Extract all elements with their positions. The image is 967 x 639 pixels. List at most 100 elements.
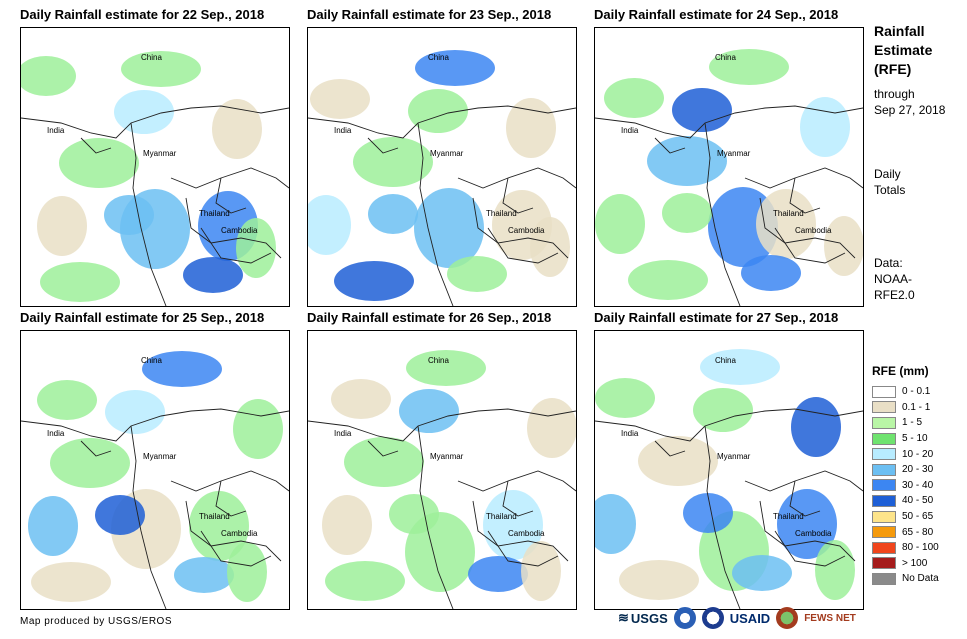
rainfall-area: [468, 556, 528, 592]
country-border: [487, 530, 559, 567]
source-line-1: NOAA-: [874, 272, 913, 286]
country-label-thailand: Thailand: [199, 512, 230, 521]
panel-title: Daily Rainfall estimate for 25 Sep., 201…: [20, 310, 265, 325]
through-label: through: [874, 87, 915, 101]
rainfall-area: [389, 494, 439, 534]
rainfall-area: [310, 79, 370, 119]
country-border: [457, 167, 576, 189]
country-label-myanmar: Myanmar: [430, 149, 464, 158]
legend-label: 30 - 40: [902, 479, 934, 491]
country-border: [215, 480, 247, 517]
legend-swatch: [872, 510, 896, 523]
legend-rows: 0 - 0.1 0.1 - 1 1 - 5 5 - 10 10 - 20 20 - 30 3…: [872, 384, 939, 587]
usaid-logo: USAID: [730, 611, 770, 626]
panel-title: Daily Rainfall estimate for 23 Sep., 201…: [307, 7, 552, 22]
legend-item: 50 - 65: [872, 509, 939, 525]
sidebar-title-line: Rainfall: [874, 23, 925, 39]
country-label-india: India: [621, 126, 639, 135]
country-border: [200, 530, 272, 567]
legend-item: 5 - 10: [872, 431, 939, 447]
agency-logos: ≋ USGS USAID FEWS NET: [618, 607, 856, 629]
country-border: [704, 425, 741, 609]
country-label-cambodia: Cambodia: [795, 226, 832, 235]
rainfall-area: [483, 490, 543, 560]
sidebar-title-line: (RFE): [874, 61, 912, 77]
country-border: [21, 105, 289, 139]
legend-item: 10 - 20: [872, 446, 939, 462]
rainfall-area: [815, 540, 855, 600]
rainfall-area: [37, 196, 87, 256]
country-border: [595, 105, 863, 139]
rainfall-area: [399, 389, 459, 433]
rainfall-area: [741, 255, 801, 291]
rainfall-area: [595, 194, 645, 254]
period-note: Daily Totals: [874, 166, 905, 198]
legend-swatch: [872, 557, 896, 570]
legend-title: RFE (mm): [872, 364, 929, 378]
country-border: [472, 197, 569, 259]
country-label-india: India: [47, 126, 65, 135]
rainfall-area: [414, 188, 484, 268]
rainfall-area: [174, 557, 234, 593]
country-border: [21, 408, 289, 442]
country-border: [417, 425, 454, 609]
country-label-thailand: Thailand: [199, 209, 230, 218]
country-border: [759, 197, 856, 259]
rainfall-area: [121, 51, 201, 87]
legend-swatch: [872, 416, 896, 429]
legend-swatch: [872, 526, 896, 539]
fewsnet-logo-text: FEWS NET: [804, 612, 856, 624]
country-border: [502, 177, 534, 214]
rainfall-area: [344, 437, 424, 487]
legend-label: 40 - 50: [902, 495, 934, 507]
country-label-thailand: Thailand: [773, 209, 804, 218]
country-border: [502, 480, 534, 517]
rainfall-map-svg: China India Myanmar Thailand Cambodia: [308, 50, 576, 306]
country-label-myanmar: Myanmar: [717, 452, 751, 461]
legend-label: 20 - 30: [902, 464, 934, 476]
rainfall-area: [521, 541, 561, 601]
rfe-legend: RFE (mm) 0 - 0.1 0.1 - 1 1 - 5 5 - 10 10 - 2…: [872, 364, 939, 587]
end-date: Sep 27, 2018: [874, 103, 946, 117]
rainfall-map: China India Myanmar Thailand Cambodia: [594, 330, 864, 610]
country-border: [472, 500, 569, 562]
rainfall-map: China India Myanmar Thailand Cambodia: [594, 27, 864, 307]
legend-label: 1 - 5: [902, 417, 923, 429]
data-source: Data: NOAA- RFE2.0: [874, 255, 915, 303]
usgs-logo-text: USGS: [630, 610, 668, 626]
rainfall-area: [619, 560, 699, 600]
country-label-china: China: [715, 53, 736, 62]
rainfall-area: [683, 493, 733, 533]
country-border: [654, 440, 686, 457]
rainfall-area: [325, 561, 405, 601]
legend-label: 50 - 65: [902, 511, 934, 523]
rainfall-area: [732, 555, 792, 591]
country-border: [80, 137, 112, 154]
country-border: [487, 227, 559, 264]
country-border: [744, 167, 863, 189]
rainfall-area: [212, 99, 262, 159]
rainfall-map: China India Myanmar Thailand Cambodia: [20, 27, 290, 307]
country-border: [759, 500, 856, 562]
rainfall-area: [334, 261, 414, 301]
country-border: [789, 177, 821, 214]
country-border: [170, 167, 289, 189]
rainfall-area: [28, 496, 78, 556]
rainfall-area: [236, 218, 276, 278]
country-border: [185, 197, 282, 259]
legend-swatch: [872, 494, 896, 507]
country-border: [774, 227, 846, 264]
rainfall-area: [672, 88, 732, 132]
usaid-seal-icon: [701, 607, 724, 629]
legend-label: 80 - 100: [902, 542, 939, 554]
rainfall-map-svg: China India Myanmar Thailand Cambodia: [308, 350, 576, 609]
through-date: through Sep 27, 2018: [874, 86, 945, 118]
rainfall-area: [142, 351, 222, 387]
rainfall-area: [791, 397, 841, 457]
legend-item: 20 - 30: [872, 462, 939, 478]
country-label-myanmar: Myanmar: [143, 149, 177, 158]
rainfall-area: [662, 193, 712, 233]
legend-swatch: [872, 479, 896, 492]
rainfall-area: [447, 256, 507, 292]
legend-swatch: [872, 463, 896, 476]
